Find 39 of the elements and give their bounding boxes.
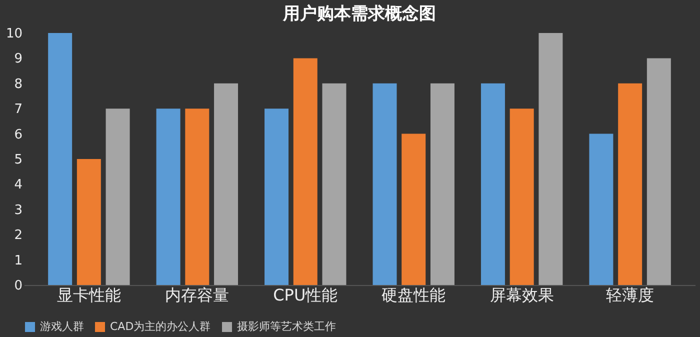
bar (646, 58, 671, 285)
y-tick-label: 0 (14, 278, 22, 294)
bar (402, 134, 426, 285)
bar (156, 108, 180, 285)
y-tick-label: 1 (14, 253, 22, 268)
y-tick-label: 4 (14, 178, 22, 193)
x-tick-label: CPU性能 (273, 286, 338, 304)
legend-label: 游戏人群 (40, 320, 84, 333)
y-tick-label: 7 (14, 102, 22, 118)
y-tick-label: 6 (14, 127, 22, 142)
bar (48, 33, 72, 285)
y-tick-label: 2 (14, 228, 22, 244)
y-tick-label: 8 (14, 76, 22, 92)
x-tick-label: 硬盘性能 (382, 286, 446, 304)
x-tick-label: 屏幕效果 (490, 286, 554, 304)
legend-label: 摄影师等艺术类工作 (237, 320, 336, 333)
y-tick-label: 3 (14, 202, 22, 218)
y-tick-label: 10 (6, 26, 22, 42)
y-tick-label: 5 (14, 152, 22, 168)
bar (76, 159, 101, 285)
bar (480, 83, 505, 285)
bar (538, 33, 563, 285)
bar (106, 108, 130, 285)
bar (214, 83, 238, 285)
bar (293, 58, 318, 285)
bar (618, 83, 642, 285)
bar (510, 108, 534, 285)
y-tick-label: 9 (14, 52, 22, 67)
bar (185, 108, 210, 285)
bar (372, 83, 397, 285)
bar (264, 108, 289, 285)
chart-title: 用户购本需求概念图 (282, 4, 436, 24)
bar (322, 83, 346, 285)
x-tick-label: 轻薄度 (606, 286, 654, 304)
bar (589, 134, 614, 285)
bar (430, 83, 454, 285)
x-tick-label: 内存容量 (165, 286, 230, 304)
legend-label: CAD为主的办公人群 (110, 320, 211, 333)
x-tick-label: 显卡性能 (56, 286, 121, 304)
